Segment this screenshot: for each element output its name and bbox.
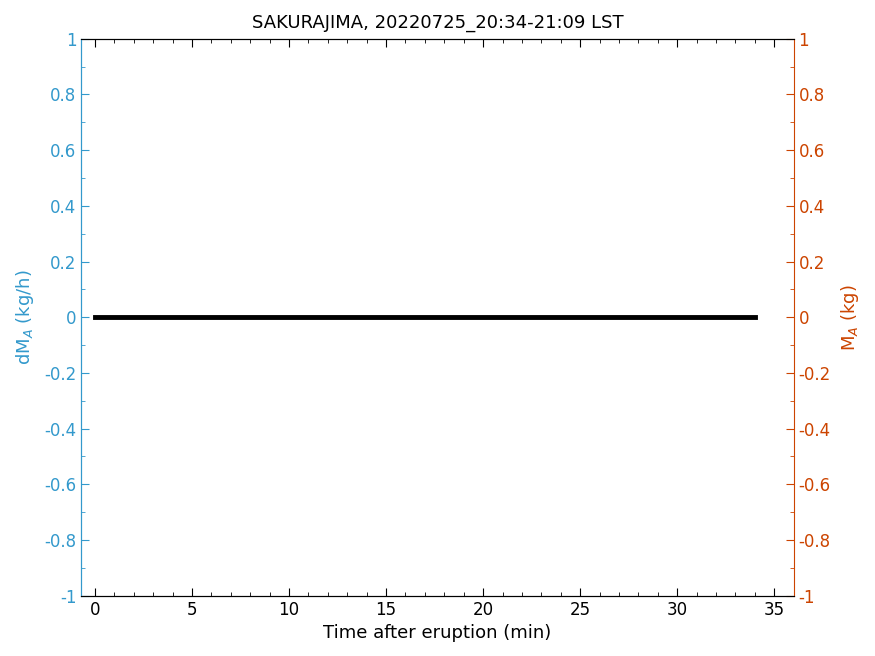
Y-axis label: dM$_A$ (kg/h): dM$_A$ (kg/h) [14, 270, 36, 365]
X-axis label: Time after eruption (min): Time after eruption (min) [324, 624, 551, 642]
Y-axis label: M$_A$ (kg): M$_A$ (kg) [839, 284, 861, 351]
Title: SAKURAJIMA, 20220725_20:34-21:09 LST: SAKURAJIMA, 20220725_20:34-21:09 LST [252, 14, 623, 32]
